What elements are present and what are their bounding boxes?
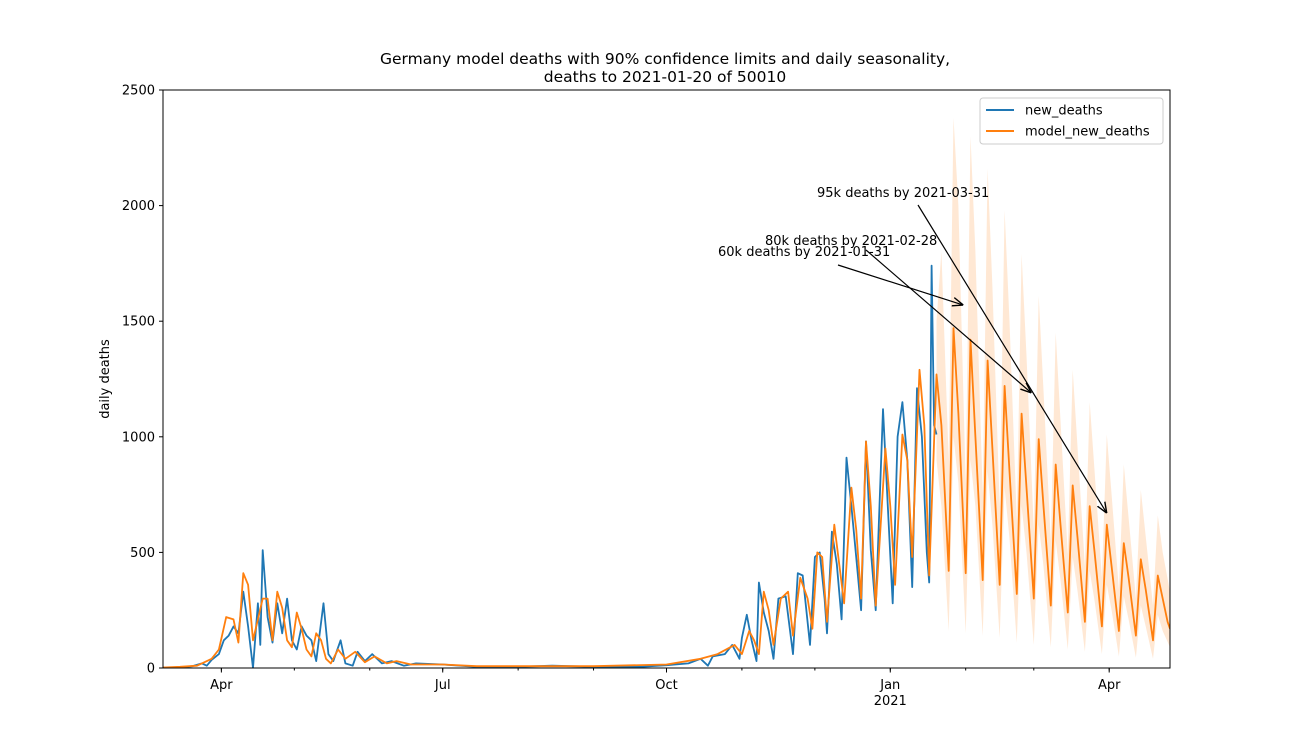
confidence-band (936, 117, 1170, 659)
series-line-model-new-deaths (163, 327, 1170, 668)
series-layer (163, 264, 1170, 668)
legend-box (979, 97, 1164, 145)
y-tick-label: 1500 (122, 315, 155, 330)
annotation-label: 80k deaths by 2021-02-28 (765, 234, 937, 249)
y-axis: 0 500 1000 1500 2000 2500 (122, 84, 163, 677)
series-line-new-deaths (163, 264, 938, 668)
annotation-label: 60k deaths by 2021-01-31 (718, 245, 890, 260)
x-tick-label: Oct (655, 678, 677, 693)
x-tick-label: Jul (434, 678, 451, 693)
y-tick-label: 1000 (122, 430, 155, 445)
legend-label: model_new_deaths (1025, 125, 1150, 140)
x-tick-label: Jan (879, 678, 900, 693)
annotation-arrow (865, 249, 1031, 393)
legend-label: new_deaths (1025, 104, 1103, 119)
legend: new_deaths model_new_deaths (979, 97, 1164, 145)
x-tick-label: Apr (1098, 678, 1121, 693)
y-tick-label: 500 (130, 546, 155, 561)
y-tick-label: 2500 (122, 84, 155, 99)
chart-title-line1: Germany model deaths with 90% confidence… (380, 50, 950, 68)
annotation-label: 95k deaths by 2021-03-31 (817, 186, 989, 201)
x-tick-label: Apr (210, 678, 233, 693)
annotation-arrow (917, 204, 1107, 513)
y-axis-label: daily deaths (98, 339, 113, 419)
annotation-arrow (837, 264, 963, 305)
y-tick-label: 2000 (122, 199, 155, 214)
plot-frame (162, 89, 1171, 669)
x-tick-sublabel: 2021 (874, 694, 907, 709)
confidence-band-layer (936, 117, 1170, 659)
y-tick-label: 0 (147, 662, 155, 677)
chart-title-line2: deaths to 2021-01-20 of 50010 (544, 68, 786, 86)
